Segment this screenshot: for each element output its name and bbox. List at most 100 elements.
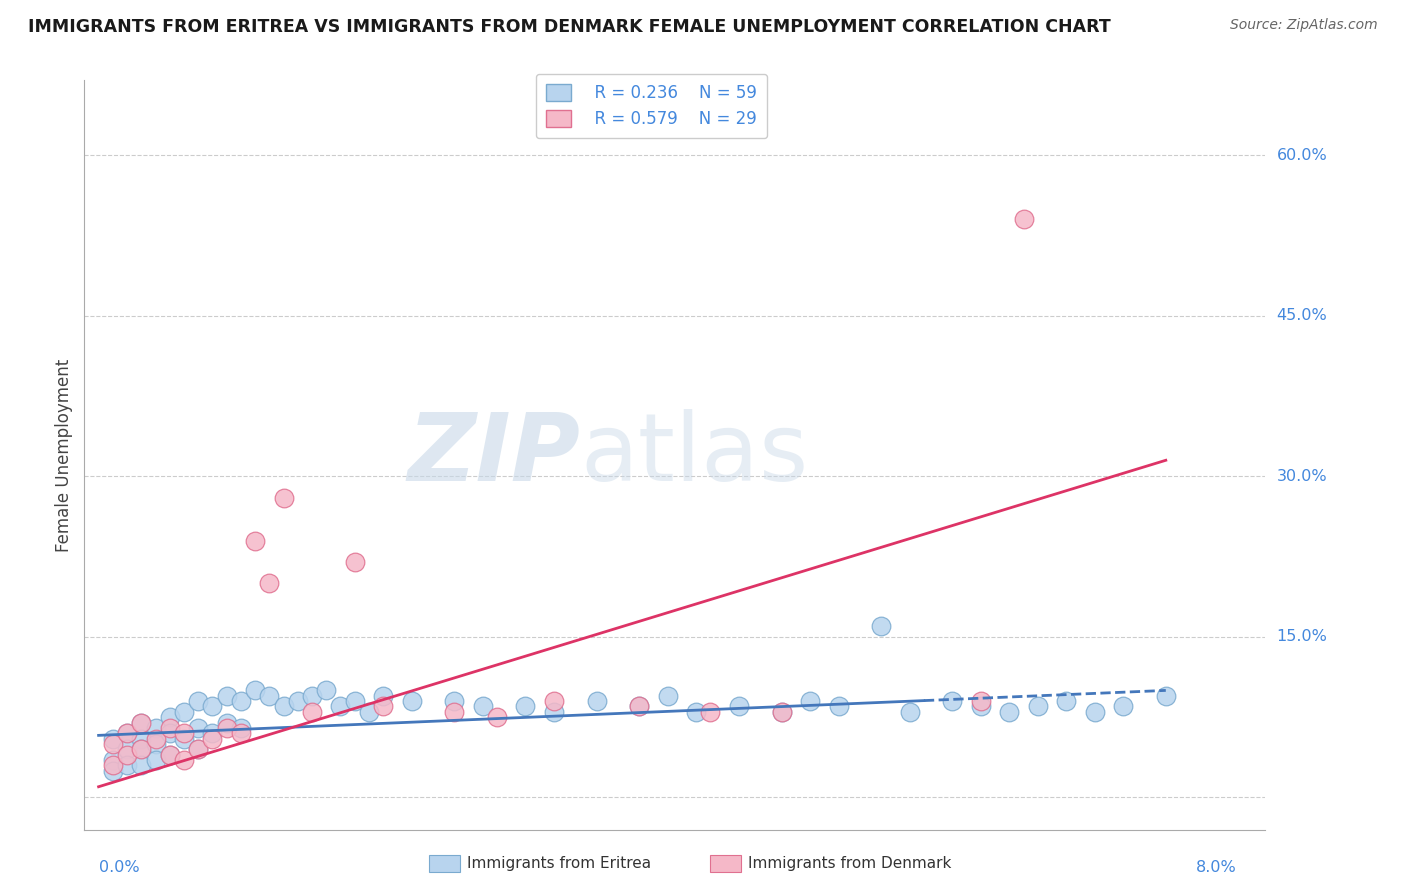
- Point: [145, 731, 167, 746]
- Legend:   R = 0.236    N = 59,   R = 0.579    N = 29: R = 0.236 N = 59, R = 0.579 N = 29: [536, 74, 766, 138]
- Point: [243, 533, 266, 548]
- Point: [443, 694, 465, 708]
- Point: [115, 726, 138, 740]
- Point: [301, 705, 323, 719]
- Point: [699, 705, 721, 719]
- Point: [287, 694, 309, 708]
- Point: [259, 576, 281, 591]
- Point: [728, 699, 751, 714]
- Point: [941, 694, 963, 708]
- Point: [201, 731, 224, 746]
- Point: [129, 758, 152, 772]
- Point: [145, 721, 167, 735]
- Point: [173, 726, 195, 740]
- Point: [215, 715, 238, 730]
- Point: [770, 705, 793, 719]
- Point: [301, 689, 323, 703]
- Point: [515, 699, 537, 714]
- Point: [101, 758, 124, 772]
- Text: 30.0%: 30.0%: [1277, 469, 1327, 483]
- Point: [229, 721, 252, 735]
- Point: [145, 753, 167, 767]
- Point: [970, 699, 993, 714]
- Text: 60.0%: 60.0%: [1277, 148, 1327, 162]
- Point: [870, 619, 893, 633]
- Point: [401, 694, 423, 708]
- Text: atlas: atlas: [581, 409, 808, 501]
- Point: [115, 726, 138, 740]
- Point: [173, 731, 195, 746]
- Point: [329, 699, 352, 714]
- Point: [187, 694, 209, 708]
- Point: [357, 705, 380, 719]
- Point: [229, 694, 252, 708]
- Point: [201, 726, 224, 740]
- Point: [159, 710, 181, 724]
- Point: [543, 694, 565, 708]
- Point: [373, 689, 395, 703]
- Point: [159, 747, 181, 762]
- Point: [187, 721, 209, 735]
- Point: [101, 753, 124, 767]
- Point: [129, 731, 152, 746]
- Point: [101, 764, 124, 778]
- Point: [159, 747, 181, 762]
- Point: [201, 699, 224, 714]
- Point: [243, 683, 266, 698]
- Point: [471, 699, 494, 714]
- Point: [343, 694, 366, 708]
- Point: [685, 705, 707, 719]
- Point: [1084, 705, 1107, 719]
- Point: [628, 699, 651, 714]
- Point: [187, 742, 209, 756]
- Point: [187, 742, 209, 756]
- Text: 8.0%: 8.0%: [1197, 860, 1237, 875]
- Point: [770, 705, 793, 719]
- Text: 15.0%: 15.0%: [1277, 630, 1327, 644]
- Point: [443, 705, 465, 719]
- Point: [129, 715, 152, 730]
- Point: [115, 742, 138, 756]
- Point: [173, 705, 195, 719]
- Text: IMMIGRANTS FROM ERITREA VS IMMIGRANTS FROM DENMARK FEMALE UNEMPLOYMENT CORRELATI: IMMIGRANTS FROM ERITREA VS IMMIGRANTS FR…: [28, 18, 1111, 36]
- Point: [215, 689, 238, 703]
- Text: ZIP: ZIP: [408, 409, 581, 501]
- Point: [543, 705, 565, 719]
- Point: [315, 683, 337, 698]
- Point: [273, 699, 295, 714]
- Text: Immigrants from Denmark: Immigrants from Denmark: [748, 856, 952, 871]
- Point: [259, 689, 281, 703]
- Point: [1012, 212, 1035, 227]
- Point: [373, 699, 395, 714]
- Point: [115, 747, 138, 762]
- Point: [115, 758, 138, 772]
- Point: [173, 753, 195, 767]
- Point: [273, 491, 295, 505]
- Point: [129, 742, 152, 756]
- Point: [159, 721, 181, 735]
- Point: [827, 699, 849, 714]
- Point: [657, 689, 679, 703]
- Point: [628, 699, 651, 714]
- Point: [485, 710, 508, 724]
- Point: [1112, 699, 1135, 714]
- Point: [229, 726, 252, 740]
- Point: [998, 705, 1021, 719]
- Point: [343, 555, 366, 569]
- Point: [898, 705, 921, 719]
- Point: [970, 694, 993, 708]
- Point: [1054, 694, 1077, 708]
- Point: [1154, 689, 1177, 703]
- Point: [585, 694, 607, 708]
- Y-axis label: Female Unemployment: Female Unemployment: [55, 359, 73, 551]
- Point: [159, 726, 181, 740]
- Point: [101, 731, 124, 746]
- Point: [129, 742, 152, 756]
- Point: [101, 737, 124, 751]
- Point: [799, 694, 821, 708]
- Text: Immigrants from Eritrea: Immigrants from Eritrea: [467, 856, 651, 871]
- Point: [215, 721, 238, 735]
- Point: [145, 737, 167, 751]
- Text: 0.0%: 0.0%: [98, 860, 139, 875]
- Text: Source: ZipAtlas.com: Source: ZipAtlas.com: [1230, 18, 1378, 32]
